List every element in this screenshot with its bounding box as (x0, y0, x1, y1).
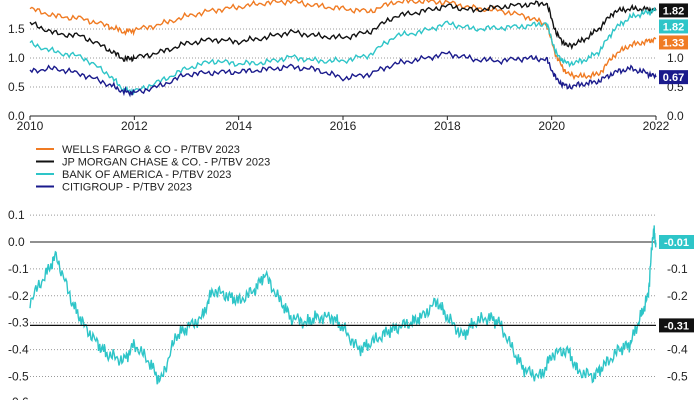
series-line-wells-fargo-co-p-tbv-2023 (29, 0, 657, 81)
top-y-tick-left: 0.0 (8, 109, 25, 123)
top-x-tick-label: 2014 (225, 119, 252, 133)
bottom-y-tick-left: 0.1 (8, 208, 25, 222)
end-value-label-current: -0.01 (664, 237, 689, 249)
top-x-tick-label: 2018 (434, 119, 461, 133)
legend-entry-citigroup-p-tbv-2023: CITIGROUP - P/TBV 2023 (62, 182, 192, 194)
end-value-label-reference: -0.31 (664, 320, 689, 332)
top-x-tick-label: 2012 (121, 119, 148, 133)
bottom-y-tick-left: 0.0 (8, 235, 25, 249)
top-x-tick-label: 2016 (330, 119, 357, 133)
top-x-tick-label: 2010 (17, 119, 44, 133)
end-value-badge-citigroup-p-tbv-2023 (659, 70, 688, 85)
end-value-badge-wells-fargo-co-p-tbv-2023 (659, 35, 688, 50)
bottom-y-tick-left: -0.3 (8, 316, 29, 330)
bottom-y-tick-right: -0.2 (667, 289, 688, 303)
end-value-label-citigroup-p-tbv-2023: 0.67 (663, 72, 684, 84)
top-y-tick-left: 1.5 (8, 22, 25, 36)
bottom-y-tick-right: -0.5 (667, 370, 688, 384)
top-x-tick-label: 2020 (538, 119, 565, 133)
end-value-badge-current (659, 235, 694, 249)
bottom-y-tick-left: -0.5 (8, 370, 29, 384)
top-x-tick-label: 2022 (643, 119, 670, 133)
end-value-badge-jp-morgan-chase-co-p-tbv-2023 (659, 3, 688, 18)
end-value-label-bank-of-america-p-tbv-2023: 1.82 (663, 21, 684, 33)
top-y-tick-left: 0.5 (8, 80, 25, 94)
legend-entry-bank-of-america-p-tbv-2023: BANK OF AMERICA - P/TBV 2023 (62, 169, 231, 181)
top-y-tick-right: 0.0 (667, 109, 684, 123)
series-line-citigroup-p-tbv-2023 (29, 50, 657, 98)
bottom-y-tick-right: -0.1 (667, 262, 688, 276)
end-value-label-jp-morgan-chase-co-p-tbv-2023: 1.82 (663, 5, 684, 17)
top-y-tick-left: 1.0 (8, 51, 25, 65)
bottom-chart: 0.1 0.0 -0.1 -0.2 -0.3 -0.4 -0.5 -0.1 -0.2 -0.4 -0… (8, 208, 694, 400)
bottom-y-tick-left: -0.2 (8, 289, 29, 303)
bottom-y-tick-left: -0.4 (8, 343, 29, 357)
bottom-y-tick-right: -0.4 (667, 343, 688, 357)
legend-entry-wells-fargo-co-p-tbv-2023: WELLS FARGO & CO - P/TBV 2023 (62, 144, 240, 156)
top-chart: 0.00.51.01.50.00.51.01.52010201220142016… (8, 0, 688, 133)
end-value-badge-bank-of-america-p-tbv-2023 (659, 19, 688, 34)
series-line-jp-morgan-chase-co-p-tbv-2023 (29, 0, 657, 63)
end-value-label-wells-fargo-co-p-tbv-2023: 1.33 (663, 37, 684, 49)
legend-entry-jp-morgan-chase-co-p-tbv-2023: JP MORGAN CHASE & CO. - P/TBV 2023 (62, 157, 270, 169)
end-value-badge-reference (659, 318, 694, 333)
bottom-y-tick-left: -0.1 (8, 262, 29, 276)
series-line-spread (29, 225, 657, 385)
bottom-y-tick-partial: -0.6 (8, 395, 29, 400)
top-y-tick-right: 1.0 (667, 51, 684, 65)
